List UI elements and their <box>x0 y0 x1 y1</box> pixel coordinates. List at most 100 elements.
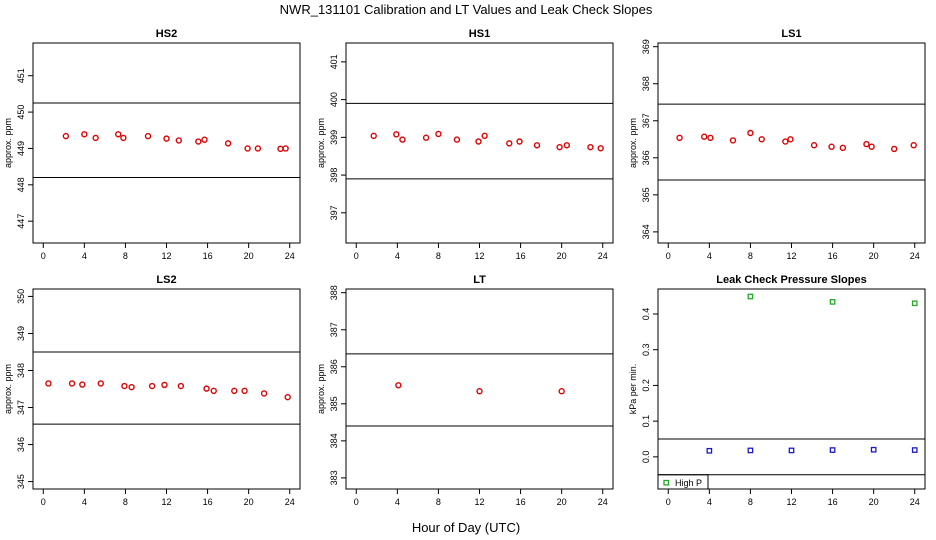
data-point <box>62 132 70 140</box>
data-point <box>163 135 170 142</box>
data-point <box>203 385 210 392</box>
x-tick-label: 24 <box>910 497 920 507</box>
data-point <box>810 142 818 149</box>
x-tick-label: 4 <box>395 497 400 507</box>
x-tick-label: 0 <box>41 251 46 261</box>
legend-high-p-label: High P <box>675 478 702 488</box>
x-tick-label: 12 <box>786 251 796 261</box>
data-point <box>475 138 482 145</box>
y-tick-label: 447 <box>16 214 26 229</box>
x-tick-label: 16 <box>828 251 838 261</box>
data-point <box>175 137 183 144</box>
data-point <box>707 134 714 142</box>
data-point <box>556 143 563 151</box>
data-point <box>597 145 604 152</box>
y-axis-label: approx. ppm <box>316 118 326 168</box>
y-axis-label: approx. ppm <box>316 364 326 414</box>
x-tick-label: 20 <box>869 497 879 507</box>
y-tick-label: 349 <box>16 326 26 341</box>
data-point <box>399 136 406 143</box>
data-point <box>701 133 708 140</box>
data-point <box>863 140 870 148</box>
y-tick-label: 0.4 <box>641 308 651 321</box>
x-tick-label: 12 <box>474 251 484 261</box>
y-tick-label: 365 <box>641 187 651 202</box>
x-tick-label: 16 <box>203 251 213 261</box>
panel-title: LS2 <box>156 274 176 286</box>
x-tick-label: 8 <box>748 497 753 507</box>
plot-frame <box>32 288 301 490</box>
y-tick-label: 347 <box>16 400 26 415</box>
low-p-point <box>870 446 877 453</box>
data-point <box>92 134 99 142</box>
data-point <box>533 142 541 149</box>
y-tick-label: 385 <box>329 396 339 411</box>
data-point <box>201 136 208 143</box>
low-p-point <box>747 447 754 454</box>
data-point <box>148 382 156 390</box>
y-tick-label: 399 <box>329 130 339 145</box>
y-tick-label: 350 <box>16 289 26 304</box>
data-point <box>210 387 217 395</box>
x-tick-label: 20 <box>557 251 567 261</box>
x-tick-label: 12 <box>786 497 796 507</box>
panel-ls1: LS1 approx. ppm 0 4 8 12 16 20 24 364 365 366 367 368… <box>628 28 926 261</box>
data-point <box>839 144 847 152</box>
panel-title: HS1 <box>469 28 490 40</box>
data-point <box>395 382 402 389</box>
y-tick-label: 388 <box>329 285 339 300</box>
x-tick-label: 16 <box>828 497 838 507</box>
data-point <box>828 143 835 150</box>
panel-ls2: LS2 approx. ppm 0 4 8 12 16 20 24 345 346 347 348 349… <box>3 274 301 507</box>
y-tick-label: 383 <box>329 470 339 485</box>
low-p-point <box>788 447 795 454</box>
y-tick-label: 386 <box>329 359 339 374</box>
x-tick-label: 20 <box>557 497 567 507</box>
data-point <box>782 138 789 145</box>
data-point <box>758 136 765 143</box>
high-p-point <box>747 293 754 300</box>
y-tick-label: 366 <box>641 150 651 165</box>
data-point <box>115 131 122 138</box>
y-axis-label: approx. ppm <box>628 118 638 168</box>
x-tick-label: 8 <box>123 497 128 507</box>
plot-frame <box>657 288 926 490</box>
data-point <box>747 129 754 137</box>
legend-high-p-marker <box>663 479 670 486</box>
y-axis-label: approx. ppm <box>3 118 13 168</box>
data-point <box>161 381 168 389</box>
x-tick-label: 0 <box>666 497 671 507</box>
y-tick-label: 400 <box>329 92 339 107</box>
y-axis-label: kPa per min. <box>628 364 638 415</box>
data-point <box>277 145 284 153</box>
data-point <box>45 380 52 387</box>
y-tick-label: 369 <box>641 39 651 54</box>
panel-hs1: HS1 approx. ppm 0 4 8 12 16 20 24 397 398 399 400 401 <box>316 28 614 261</box>
data-point <box>81 131 88 138</box>
high-p-point <box>829 299 836 305</box>
x-tick-label: 4 <box>707 497 712 507</box>
x-tick-label: 12 <box>161 251 171 261</box>
x-tick-label: 0 <box>354 251 359 261</box>
data-point <box>260 390 268 397</box>
low-p-point <box>911 447 918 453</box>
data-point <box>910 142 917 149</box>
x-tick-label: 20 <box>244 251 254 261</box>
data-point <box>516 138 523 145</box>
data-point <box>393 131 400 138</box>
panel-title: HS2 <box>156 28 177 40</box>
data-point <box>144 132 152 140</box>
x-tick-label: 20 <box>869 251 879 261</box>
x-tick-label: 0 <box>666 251 671 261</box>
y-tick-label: 448 <box>16 177 26 192</box>
data-point <box>254 145 262 152</box>
data-point <box>128 383 135 391</box>
x-tick-label: 16 <box>516 251 526 261</box>
x-tick-label: 8 <box>436 251 441 261</box>
data-point <box>868 143 875 150</box>
y-tick-label: 0.2 <box>641 379 651 392</box>
x-tick-label: 8 <box>436 497 441 507</box>
data-point <box>284 393 291 401</box>
x-tick-label: 24 <box>910 251 920 261</box>
